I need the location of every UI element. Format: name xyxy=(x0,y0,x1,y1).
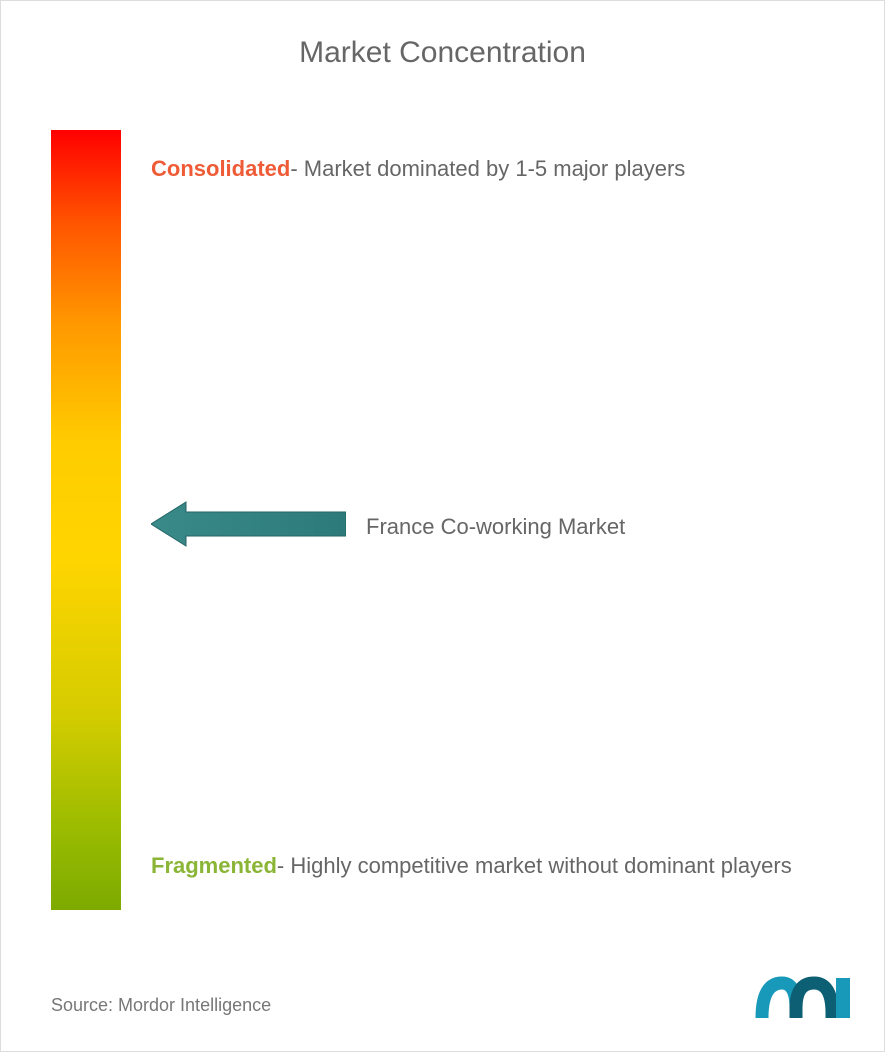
consolidated-label: Consolidated xyxy=(151,156,290,181)
infographic-container: Market Concentration Consolidated- Marke… xyxy=(0,0,885,1052)
arrow-left-icon xyxy=(151,500,346,553)
consolidated-description: Consolidated- Market dominated by 1-5 ma… xyxy=(151,145,834,193)
market-name: France Co-working Market xyxy=(366,514,625,540)
market-indicator: France Co-working Market xyxy=(151,500,834,553)
consolidated-text: - Market dominated by 1-5 major players xyxy=(290,156,685,181)
brand-logo-icon xyxy=(754,968,854,1033)
content-area: Consolidated- Market dominated by 1-5 ma… xyxy=(51,130,834,910)
source-attribution: Source: Mordor Intelligence xyxy=(51,995,271,1016)
fragmented-text: - Highly competitive market without domi… xyxy=(277,853,792,878)
page-title: Market Concentration xyxy=(51,36,834,70)
concentration-gradient-bar xyxy=(51,130,121,910)
fragmented-description: Fragmented- Highly competitive market wi… xyxy=(151,842,834,890)
fragmented-label: Fragmented xyxy=(151,853,277,878)
descriptions-column: Consolidated- Market dominated by 1-5 ma… xyxy=(151,130,834,910)
